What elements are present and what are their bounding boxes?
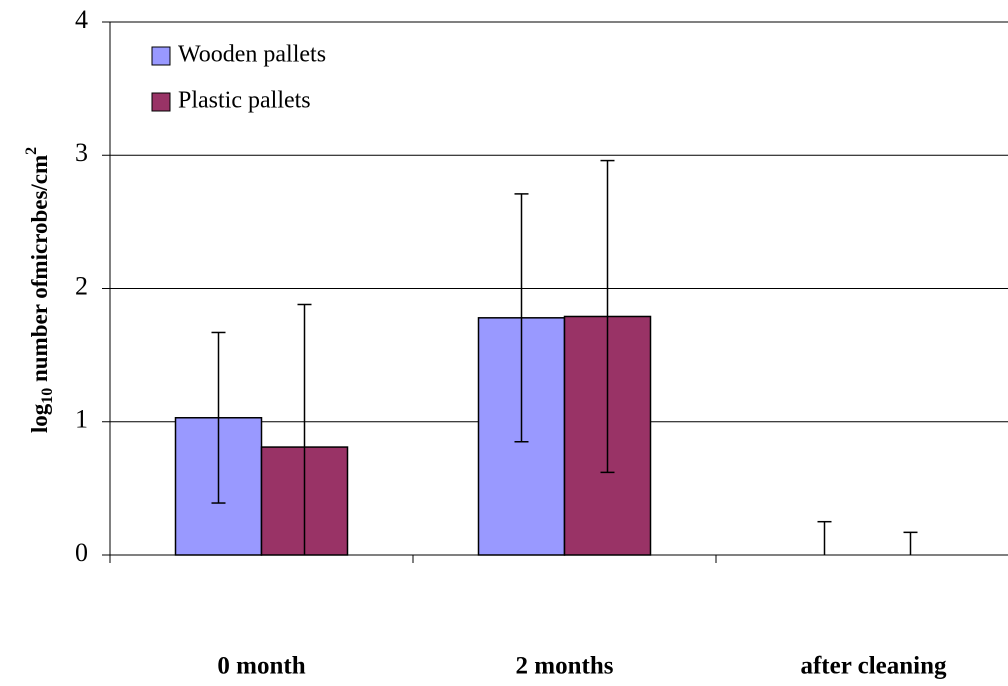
x-tick-label: 0 month (217, 653, 305, 680)
x-tick-label: 2 months (516, 653, 614, 680)
error-bar (211, 331, 226, 504)
y-label-sup: 2 (23, 147, 40, 155)
error-bar (600, 159, 615, 474)
y-axis-label: log10 number ofmicrobes/cm2 (23, 147, 56, 433)
y-tick-label: 2 (75, 271, 88, 300)
error-bar (297, 303, 312, 555)
error-bar (903, 531, 918, 555)
y-tick-label: 4 (75, 5, 88, 34)
error-bar (514, 193, 529, 443)
y-label-text: number ofmicrobes/cm (27, 155, 52, 388)
y-tick-label: 3 (75, 138, 88, 167)
legend-swatch (151, 92, 171, 112)
error-bar (817, 520, 832, 555)
y-tick-label: 1 (75, 405, 88, 434)
legend-swatch (151, 46, 171, 66)
y-label-sub: 10 (39, 388, 56, 404)
x-tick-label: after cleaning (800, 653, 947, 680)
y-label-base: log (27, 403, 52, 433)
legend-label: Plastic pallets (178, 88, 311, 114)
legend-label: Wooden pallets (178, 42, 326, 68)
y-tick-label: 0 (75, 538, 88, 567)
